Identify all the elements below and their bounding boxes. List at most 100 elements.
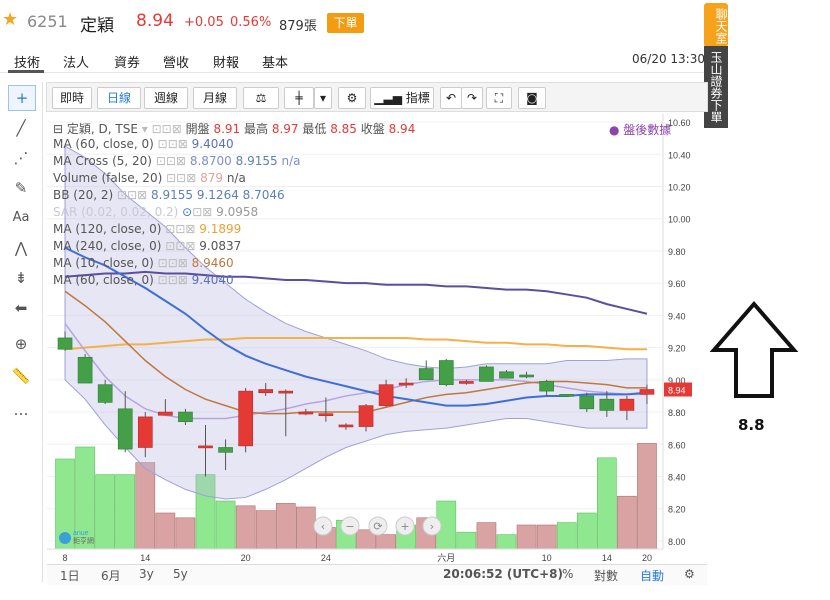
weekly-button[interactable]: 週線 [144,87,188,109]
tab-financials[interactable]: 財報 [213,56,240,71]
legend-collapse-icon[interactable]: ⊟ [53,122,64,136]
volume-bar [536,524,557,550]
chevron-down-icon[interactable]: ▾ [314,87,332,109]
candle-body [198,445,213,449]
range-1d-button[interactable]: 1日 [60,569,80,583]
candle-body [479,366,494,382]
price-tick-label: 8.20 [668,505,686,515]
text-icon[interactable]: Aa [12,210,30,225]
legend-value: 9.1899 [199,222,242,236]
candle-body [137,416,153,448]
broker-order-button[interactable]: 玉山證券下單 [704,46,728,128]
tab-revenue[interactable]: 營收 [163,56,190,71]
zoom-glyph: + [400,520,409,533]
range-6m-button[interactable]: 6月 [101,569,121,583]
trend-line-icon[interactable]: ╱ [16,119,26,137]
range-5y-button[interactable]: 5y [173,567,188,581]
legend-main: ⊟ 定穎, D, TSE ▾ ⊡⊡⊠ 開盤 8.91 最高 8.97 最低 8.… [53,120,415,137]
settings-gear-icon[interactable]: ⚙ [338,87,366,109]
price-tick-label: 8.40 [668,473,686,483]
candle-body [619,398,635,411]
price-tick-label: 9.40 [668,311,686,321]
tab-basic[interactable]: 基本 [262,56,289,71]
price-chart[interactable]: 10.60 10.40 10.20 10.00 9.80 9.60 9.40 9.20 9.00… [47,114,707,564]
monthly-button[interactable]: 月線 [193,87,237,109]
trade-volume: 879張 [279,19,317,34]
indicator-chart-icon: ▁▃▅ [374,91,402,105]
anue-logo: anue 鉅亨網 [59,530,94,545]
tab-divider [0,72,710,73]
candle-body [398,382,414,386]
measure-icon[interactable]: ⇟ [14,269,28,287]
low-value: 8.85 [330,122,357,136]
tab-institutional[interactable]: 法人 [63,56,90,71]
price-tick-label: 10.20 [668,183,691,193]
range-3y-button[interactable]: 3y [139,567,154,581]
fib-lines-icon[interactable]: ⋰ [13,149,29,167]
compare-scale-icon[interactable]: ⚖ [243,87,279,109]
scroll-right-icon[interactable] [422,516,442,536]
legend-value: 9.4040 [191,137,234,151]
legend-value-2: 8.9155 [235,154,278,168]
candle-type-icon[interactable]: ╪ [284,87,314,109]
camera-icon[interactable]: ◙ [518,87,546,109]
volume-bar [215,500,236,550]
scroll-left-icon[interactable] [313,516,333,536]
legend-row-macross: MA Cross (5, 20) ⊡⊡⊠ 8.8700 8.9155 n/a [53,154,301,168]
candle-body [298,411,314,415]
arrow-left-icon[interactable]: ⬅ [14,299,28,317]
legend-label: SAR (0.02, 0.02, 0.2) [53,205,179,219]
high-label: 最高 [243,122,268,136]
legend-label: MA (60, close, 0) [53,137,154,151]
price-tick-label: 9.60 [668,279,686,289]
order-button[interactable]: 下單 [327,13,364,33]
candle-body [358,405,374,427]
legend-row-sar: SAR (0.02, 0.02, 0.2) ⊙⊡⊠ 9.0958 [53,205,259,219]
indicator-label: 指標 [405,91,430,105]
intraday-button[interactable]: 即時 [52,87,92,109]
candle-body [539,381,554,392]
legend-row-volume: Volume (false, 20) ⊡⊡⊠ 879 n/a [53,171,246,185]
pattern-icon[interactable]: ⋀ [14,239,28,257]
ma60-line [64,270,648,315]
zoom-in-small-icon[interactable] [395,516,415,536]
chart-settings-gear-icon[interactable]: ⚙ [684,567,695,581]
date-tick-label: 24 [321,553,331,563]
tab-margin[interactable]: 資券 [114,56,141,71]
brush-icon[interactable]: ✎ [14,179,28,197]
daily-button[interactable]: 日線 [97,87,141,109]
redo-icon[interactable]: ↷ [461,87,483,109]
log-scale-button[interactable]: 對數 [594,569,619,583]
legend-row-ma60: MA (60, close, 0) ⊡⊡⊠ 9.4040 [53,137,234,151]
price-tick-label: 10.00 [668,215,691,225]
legend-eye-icon[interactable]: ▾ ⊡⊡⊠ [141,122,182,136]
clock: 20:06:52 (UTC+8) [443,567,563,581]
zoom-in-icon[interactable]: ⊕ [14,335,28,353]
tab-technical[interactable]: 技術 [14,56,41,71]
volume-bar [255,510,276,550]
reset-icon[interactable] [368,516,388,536]
up-arrow-annotation [709,300,799,398]
auto-scale-button[interactable]: 自動 [640,569,665,583]
favorite-star-icon[interactable]: ★ [2,9,19,30]
volume-bar [576,512,597,550]
candle-body [519,374,534,378]
indicator-button[interactable]: ▁▃▅ 指標 [370,87,434,109]
stock-price: 8.94 [136,11,174,31]
undo-icon[interactable]: ↶ [440,87,462,109]
legend-value: 8.9460 [191,256,234,270]
volume-bar [496,534,517,550]
chatroom-button[interactable]: 聊天室 [704,3,728,47]
close-value: 8.94 [388,122,416,136]
volume-bar [376,534,396,550]
percent-scale-button[interactable]: % [562,567,574,581]
more-icon[interactable]: … [13,401,29,419]
candle-body [438,360,454,385]
fullscreen-icon[interactable]: ⛶ [486,87,512,109]
quote-timestamp: 06/20 13:30 [632,52,705,66]
ruler-icon[interactable]: 📏 [11,367,31,385]
date-tick-label: 20 [642,553,652,563]
after-hours-data[interactable]: ● 盤後數據 [609,123,672,137]
crosshair-icon[interactable]: + [8,85,36,111]
zoom-out-icon[interactable] [340,516,360,536]
